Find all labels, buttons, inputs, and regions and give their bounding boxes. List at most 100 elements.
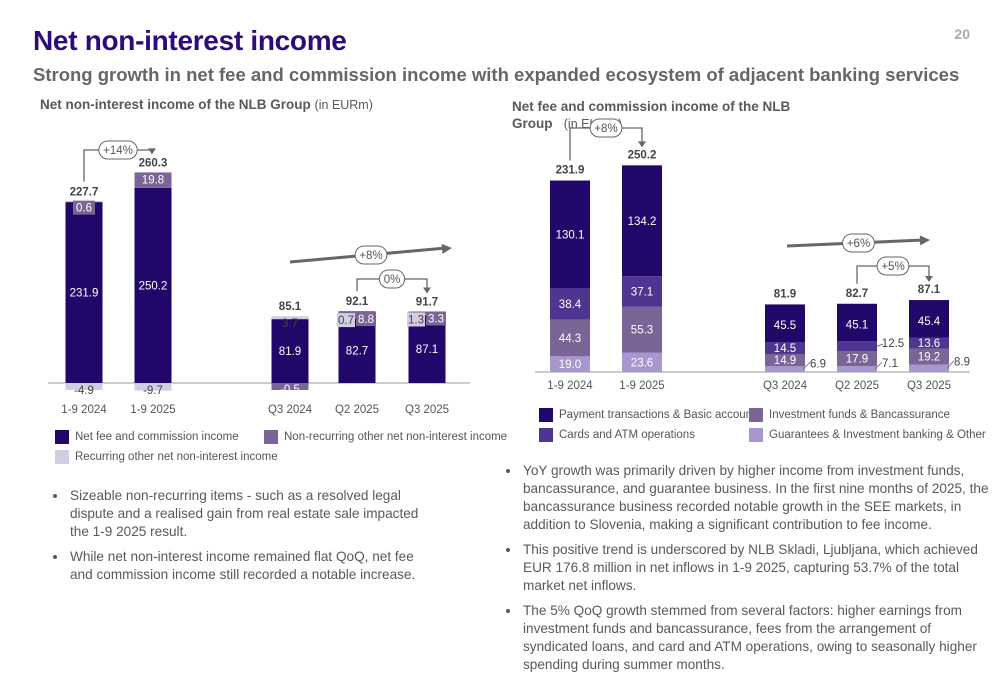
- left-label-box-recurring: [337, 313, 355, 328]
- bar-segment-guarantees: [837, 366, 877, 372]
- right-category-label: 1-9 2025: [619, 380, 664, 392]
- left-bullets: Sizeable non-recurring items - such as a…: [52, 487, 427, 591]
- left-total-label: 260.3: [139, 157, 168, 169]
- bar-segment-investment: [550, 319, 590, 357]
- right-ytd-growth-arrowhead: [638, 141, 646, 148]
- left-segment-label-net: 81.9: [279, 346, 301, 358]
- right-qoq-growth-bubble: [876, 256, 910, 276]
- right-qoq-growth-label: +5%: [881, 261, 904, 273]
- right-segment-label: 17.9: [846, 354, 868, 366]
- left-chart-title: Net non-interest income of the NLB Group…: [40, 97, 373, 112]
- left-q3-yoy-growth-arrowhead: [441, 243, 452, 254]
- right-category-label: Q3 2025: [907, 380, 951, 392]
- legend-swatch-non-recurring: [264, 430, 278, 444]
- left-qoq-growth-bubble: [378, 269, 406, 289]
- bar-negative: [134, 383, 172, 391]
- legend-swatch-payment: [539, 408, 553, 422]
- right-segment-label: 19.2: [918, 352, 940, 364]
- right-bullets: YoY growth was primarily driven by highe…: [505, 462, 993, 681]
- right-segment-label: 130.1: [556, 229, 585, 241]
- bar-net-fee: [134, 187, 172, 383]
- right-segment-label: 44.3: [559, 333, 581, 345]
- left-total-label: 227.7: [70, 187, 99, 199]
- legend-item-guarantees: Guarantees & Investment banking & Other: [749, 428, 986, 442]
- left-segment-label-recurring: -4.9: [74, 385, 94, 397]
- right-leader-line: [876, 343, 884, 347]
- left-segment-label-recurring: -9.7: [143, 385, 163, 397]
- right-segment-label: 13.6: [918, 338, 940, 350]
- bar-segment-payment: [765, 304, 805, 343]
- left-ytd-growth-label: +14%: [103, 145, 133, 157]
- left-ytd-growth-bubble: [98, 140, 138, 160]
- legend-label-payment: Payment transactions & Basic accounts: [559, 409, 761, 421]
- right-category-label: Q2 2025: [835, 380, 879, 392]
- right-category-label: Q3 2024: [763, 380, 808, 392]
- right-q3-yoy-growth-arrowhead: [919, 235, 930, 246]
- bar-recurring: [271, 316, 309, 320]
- bar-segment-investment: [765, 353, 805, 367]
- bar-non-recurring: [134, 172, 172, 188]
- legend-label-cards: Cards and ATM operations: [559, 429, 695, 441]
- right-segment-label: 37.1: [631, 287, 653, 299]
- bar-negative: [271, 383, 309, 390]
- left-segment-label-negative: -0.5: [280, 384, 300, 396]
- legend-label-non-recurring: Non-recurring other net non-interest inc…: [284, 431, 508, 443]
- left-segment-label-net: 250.2: [139, 280, 168, 292]
- bar-segment-payment: [909, 300, 949, 338]
- legend-label-net-fee: Net fee and commission income: [75, 431, 239, 443]
- left-label-box-recurring: [407, 312, 425, 327]
- left-segment-label-non-recurring: 3.3: [428, 313, 444, 325]
- left-segment-label-recurring: 0.7: [338, 315, 354, 327]
- left-stacked-bar-chart: 1-9 2024 227.7 1-9 2025 260.3 Q3 2024 85.1 Q2 …: [48, 140, 470, 416]
- left-label-box-non-recurring: [356, 312, 376, 327]
- right-q3-yoy-growth-label: +6%: [847, 238, 870, 250]
- left-segment-label-non-recurring: 19.8: [142, 174, 164, 186]
- left-qoq-growth-label: 0%: [384, 274, 401, 286]
- legend-item-cards: Cards and ATM operations: [539, 428, 695, 442]
- page-title: Net non-interest income: [33, 25, 347, 56]
- right-leader-line: [874, 361, 883, 370]
- left-category-label: Q3 2024: [268, 404, 313, 416]
- right-leader-line: [946, 360, 955, 369]
- right-category-label: 1-9 2024: [547, 380, 593, 392]
- left-total-label: 85.1: [279, 301, 302, 313]
- right-total-label: 82.7: [846, 288, 868, 300]
- right-segment-label: 19.0: [559, 359, 581, 371]
- legend-swatch-cards: [539, 428, 553, 442]
- legend-item-investment: Investment funds & Bancassurance: [749, 408, 950, 422]
- right-segment-label: 45.4: [918, 316, 941, 328]
- left-chart-unit: (in EURm): [314, 98, 373, 112]
- right-segment-label: 45.5: [774, 320, 796, 332]
- left-label-box-non-recurring: [426, 311, 446, 326]
- bar-segment-guarantees: [909, 364, 949, 372]
- right-segment-label: 134.2: [628, 216, 657, 228]
- right-total-label: 81.9: [774, 288, 796, 300]
- right-segment-label: 8.9: [954, 357, 970, 369]
- left-segment-label-net: 231.9: [70, 288, 99, 300]
- bar-segment-cards: [622, 276, 662, 307]
- right-segment-label: 55.3: [631, 325, 653, 337]
- bar-segment-cards: [765, 342, 805, 354]
- bar-net-fee: [338, 318, 376, 383]
- right-ytd-growth-bubble: [589, 118, 623, 138]
- bar-segment-payment: [622, 165, 662, 277]
- left-segment-label-net: 82.7: [346, 346, 368, 358]
- left-ytd-growth-arrowhead: [148, 148, 156, 155]
- bar-segment-cards: [837, 341, 877, 352]
- left-segment-label-recurring: 3.7: [282, 318, 298, 330]
- legend-label-guarantees: Guarantees & Investment banking & Other: [769, 429, 986, 441]
- bar-segment-cards: [909, 337, 949, 349]
- legend-swatch-net-fee: [55, 430, 69, 444]
- legend-swatch-recurring: [55, 450, 69, 464]
- left-total-label: 92.1: [346, 296, 369, 308]
- left-segment-label-non-recurring: 0.6: [76, 203, 92, 215]
- left-segment-label-net: 87.1: [416, 344, 438, 356]
- bar-segment-guarantees: [622, 352, 662, 372]
- left-category-label: 1-9 2024: [61, 404, 107, 416]
- bar-segment-investment: [909, 348, 949, 365]
- right-segment-label: 23.6: [631, 357, 653, 369]
- right-segment-label: 6.9: [810, 358, 826, 370]
- bar-segment-cards: [550, 287, 590, 320]
- legend-item-payment: Payment transactions & Basic accounts: [539, 408, 761, 422]
- right-segment-label: 45.1: [846, 319, 868, 331]
